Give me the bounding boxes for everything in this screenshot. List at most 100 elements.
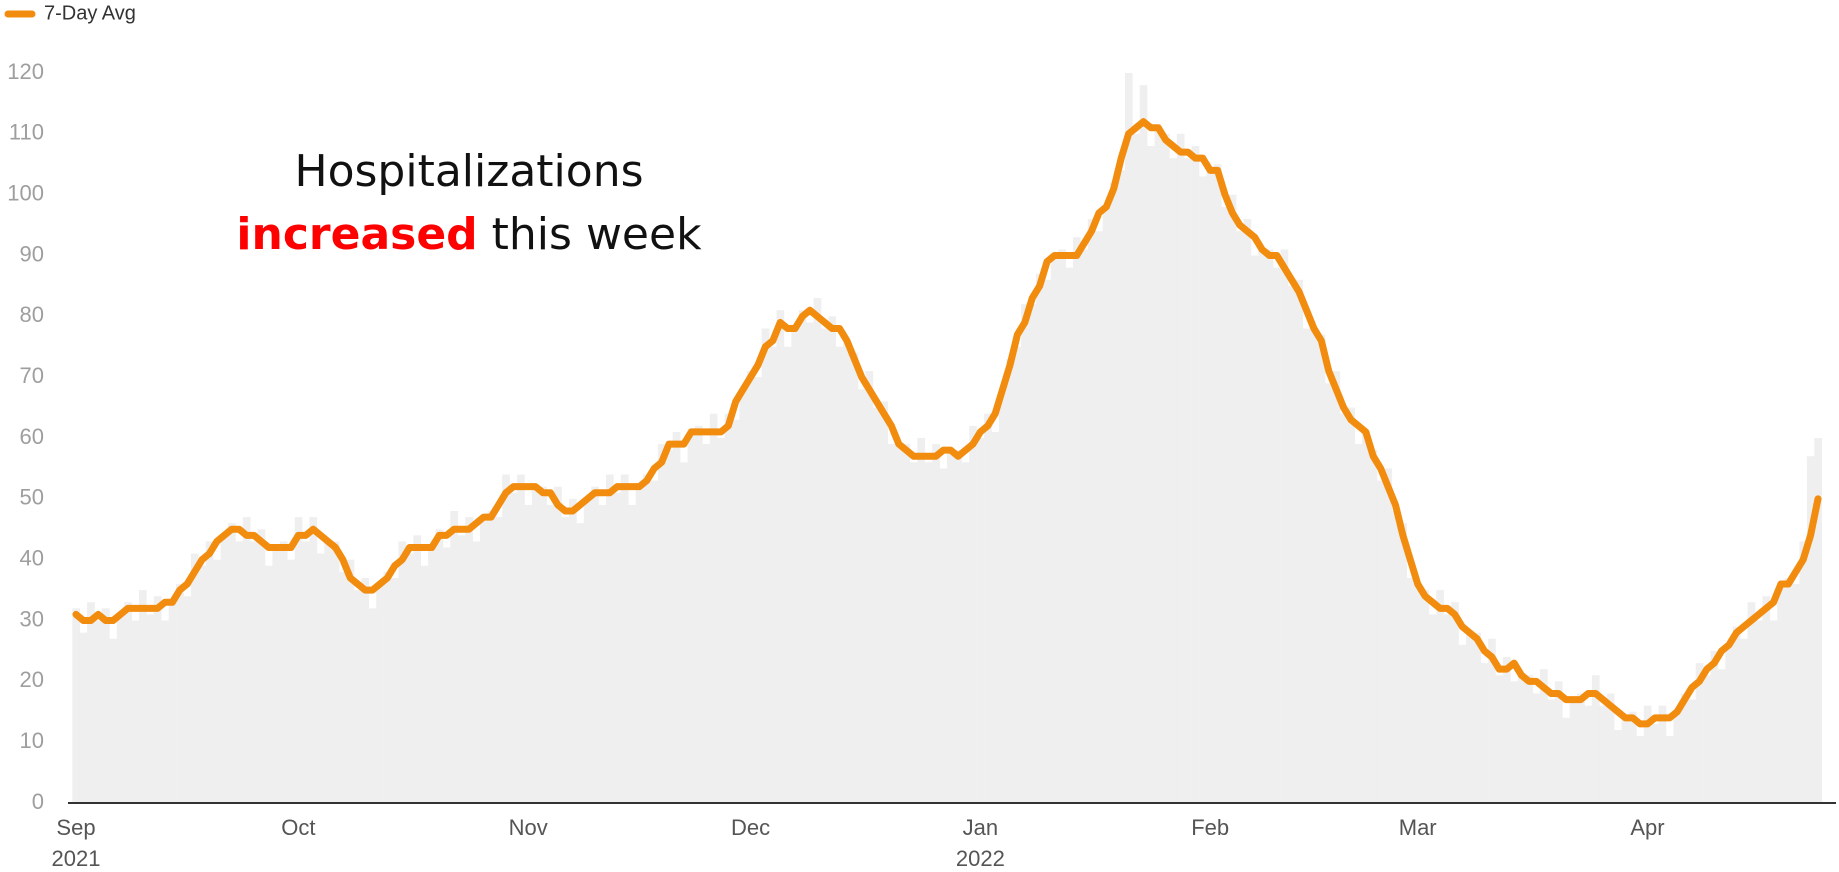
bar [517, 474, 525, 803]
annotation-line1: Hospitalizations [294, 146, 643, 197]
bar [190, 553, 199, 803]
bar [717, 438, 725, 803]
bar [1206, 170, 1215, 804]
bar [1717, 669, 1726, 803]
bar [1124, 73, 1133, 803]
bar [309, 517, 318, 803]
bar [984, 413, 992, 803]
bar [813, 298, 822, 803]
x-tick-label: Mar [1399, 815, 1437, 840]
bar [353, 590, 362, 803]
x-tick-label: Sep [56, 815, 95, 840]
bar [235, 541, 244, 803]
bar [932, 444, 940, 803]
bar [835, 346, 844, 803]
bar [620, 474, 629, 803]
bar [376, 584, 384, 803]
bar [606, 474, 614, 803]
bar [1806, 456, 1815, 803]
bar [1814, 438, 1823, 803]
bar [702, 444, 711, 803]
bar [954, 450, 963, 803]
bar [1666, 736, 1674, 803]
legend-label: 7-Day Avg [44, 2, 136, 24]
y-tick-label: 60 [20, 424, 44, 449]
bar [998, 389, 1007, 803]
bar [650, 480, 659, 803]
bar [294, 517, 303, 803]
bar [1236, 231, 1244, 803]
y-tick-label: 10 [20, 728, 44, 753]
bar [687, 431, 696, 803]
bar [1347, 407, 1356, 803]
bar [1577, 693, 1585, 803]
bar [924, 462, 933, 803]
bar [139, 590, 147, 803]
bar [1013, 346, 1022, 803]
bar [1035, 273, 1044, 803]
bar [1584, 705, 1593, 803]
x-year-label: 2022 [956, 846, 1005, 871]
bar [858, 389, 866, 803]
bar [1762, 596, 1771, 803]
y-tick-label: 80 [20, 302, 44, 327]
bar [316, 553, 325, 803]
bar [1139, 85, 1148, 803]
bar [657, 444, 666, 803]
bar [1287, 285, 1296, 804]
bar [368, 608, 377, 803]
bar [783, 346, 792, 803]
bar [568, 498, 577, 803]
bar [976, 438, 985, 803]
bar [1050, 255, 1059, 803]
bar [865, 371, 874, 803]
bar [628, 504, 636, 803]
bar [1406, 577, 1415, 803]
bar [146, 614, 155, 803]
x-tick-label: Apr [1630, 815, 1664, 840]
bar [250, 541, 258, 803]
y-tick-label: 110 [9, 120, 44, 145]
bar [761, 328, 770, 803]
bar [1777, 584, 1785, 803]
bar [1695, 663, 1704, 803]
bar [1428, 614, 1437, 803]
annotation-rest: this week [492, 209, 702, 260]
bar [1658, 705, 1667, 803]
bar [694, 425, 703, 803]
bar [1732, 626, 1741, 803]
bar [1087, 219, 1096, 803]
annotation-line2: increased this week [236, 209, 702, 260]
bar [450, 511, 459, 803]
bar [613, 492, 622, 803]
bar [1006, 358, 1015, 803]
bar [1673, 711, 1682, 803]
bar [539, 486, 548, 803]
bar [1295, 279, 1304, 803]
bar [391, 577, 399, 803]
bars [72, 73, 1823, 804]
bar [465, 517, 473, 803]
bar [1332, 371, 1341, 803]
bar [405, 553, 414, 803]
bar [1280, 249, 1289, 803]
bar [428, 547, 436, 803]
bar [1161, 133, 1170, 804]
bar [672, 431, 681, 803]
bar [1021, 304, 1029, 803]
bar [1265, 249, 1274, 803]
y-tick-label: 120 [7, 59, 44, 84]
bar [1273, 267, 1281, 804]
bar [1465, 632, 1474, 803]
bar [680, 462, 688, 803]
bar [947, 450, 955, 803]
bar [909, 462, 918, 803]
bar [1784, 577, 1793, 803]
bar [798, 310, 807, 803]
bar [1250, 255, 1259, 803]
bar [242, 517, 251, 803]
bar [1213, 164, 1222, 803]
bar [302, 541, 310, 803]
bar [850, 352, 859, 803]
